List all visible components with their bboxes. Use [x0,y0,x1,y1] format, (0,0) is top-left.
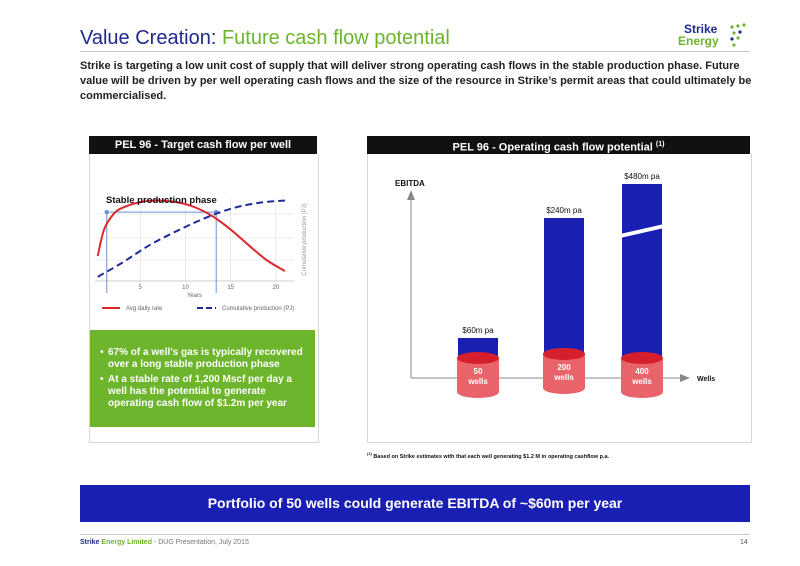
bar-400-wells [622,184,662,378]
key-points-box: 67% of a well’s gas is typically recover… [90,330,315,427]
production-line-chart: Stable production phase 5 10 15 20 Years Cumul… [95,195,308,312]
stable-phase-start-point [104,209,109,215]
bar-value-label: $480m pa [624,172,660,181]
left-panel-title: PEL 96 - Target cash flow per well [89,136,317,154]
logo-word-energy: Energy [678,34,719,48]
summary-banner: Portfolio of 50 wells could generate EBI… [80,485,750,522]
well-count-number: 50 [474,367,483,376]
footnote-sup: (1) [367,451,372,456]
well-count-number: 400 [635,367,649,376]
right-axis-title: Cumulative production (PJ) [302,203,308,275]
x-axis-arrow-icon [680,374,690,382]
bar-value-label: $60m pa [462,326,494,335]
logo-word-strike: Strike [684,22,718,36]
legend-cumulative-production-label: Cumulative production (PJ) [222,306,294,312]
footer-rest: - DUG Presentation, July 2015 [151,539,249,546]
y-axis-title: EBITDA [395,179,425,188]
well-cylinder-bottom [543,382,585,394]
footnote-text: Based on Strike estimates with that each… [373,453,610,460]
left-panel-frame [89,154,319,443]
page-title: Value Creation: Future cash flow potenti… [80,27,450,50]
well-cylinder-top [621,352,663,364]
bar-value-label: $240m pa [546,206,582,215]
x-axis-title: Wells [697,376,715,383]
avg-daily-rate-line [96,199,286,272]
well-cylinder-top [543,348,585,360]
right-panel-title: PEL 96 - Operating cash flow potential (… [367,136,750,154]
x-tick-label: 5 [139,285,143,291]
top-divider [80,51,750,52]
page-number: 14 [740,539,748,546]
cumulative-production-line [97,199,286,278]
right-panel-title-text: PEL 96 - Operating cash flow potential [452,141,653,154]
x-axis-title: Years [187,293,202,299]
footer-text: Strike Energy Limited - DUG Presentation… [80,539,249,546]
key-points-list: 67% of a well’s gas is typically recover… [100,347,307,410]
well-count-unit: wells [631,377,652,386]
well-cylinder-top [457,352,499,364]
right-panel-frame [367,154,752,443]
footnote: (1) Based on Strike estimates with that … [367,451,609,460]
title-highlight: Future cash flow potential [221,27,450,49]
right-panel-title-sup: (1) [655,141,665,148]
well-cylinder-bottom [621,386,663,398]
footer-company-2: Energy Limited [99,539,152,546]
company-logo: Strike Energy [678,22,748,50]
well-count-number: 200 [557,363,571,372]
footer-company-1: Strike [80,539,100,546]
well-count-unit: wells [553,373,574,382]
x-tick-label: 15 [227,285,234,291]
axis-break-mark [620,224,664,238]
well-cylinder-bottom [457,386,499,398]
legend-avg-daily-rate-label: Avg daily rate [126,306,163,312]
key-point-2: At a stable rate of 1,200 Mscf per day a… [100,374,307,410]
y-axis-arrow-icon [407,190,415,200]
key-point-1: 67% of a well’s gas is typically recover… [100,347,307,371]
well-count-unit: wells [467,377,488,386]
x-tick-label: 20 [273,285,280,291]
title-prefix: Value Creation: [80,27,222,49]
intro-paragraph: Strike is targeting a low unit cost of s… [80,60,752,102]
bottom-divider [80,534,750,535]
stable-phase-label: Stable production phase [106,195,217,206]
logo-dots-icon [730,23,746,47]
x-tick-label: 10 [182,285,189,291]
